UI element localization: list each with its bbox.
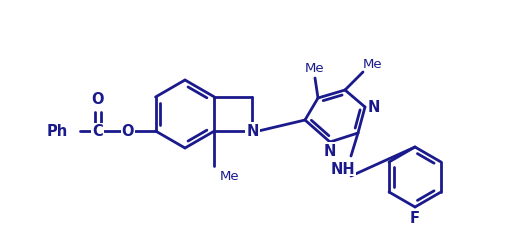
Text: N: N (368, 100, 381, 115)
Text: N: N (324, 144, 336, 158)
Text: O: O (122, 124, 134, 139)
Text: F: F (410, 211, 420, 226)
Text: O: O (91, 91, 104, 106)
Text: NH: NH (331, 161, 355, 176)
Text: Me: Me (363, 57, 383, 70)
Text: Ph: Ph (46, 124, 67, 139)
Text: Me: Me (305, 62, 325, 75)
Text: N: N (246, 124, 259, 139)
Text: Me: Me (219, 169, 239, 182)
Text: C: C (92, 124, 103, 139)
